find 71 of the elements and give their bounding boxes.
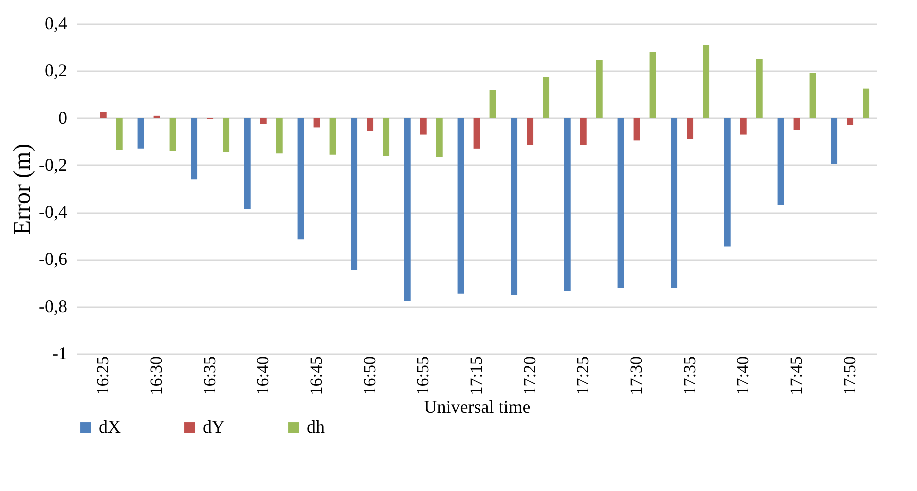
bar — [404, 118, 411, 301]
bar — [458, 118, 464, 294]
bar — [511, 118, 518, 296]
bar — [100, 112, 107, 118]
bar — [244, 118, 251, 210]
bar — [223, 118, 230, 152]
bar — [436, 118, 443, 158]
bar — [474, 118, 480, 149]
bar — [756, 59, 763, 118]
x-tick-label: 16:30 — [147, 356, 166, 396]
x-tick-label: 17:25 — [574, 356, 593, 396]
bar — [527, 118, 534, 146]
y-tick-label: 0,2 — [45, 60, 68, 81]
y-tick-label: 0 — [58, 108, 68, 128]
bar — [863, 88, 870, 118]
bar — [794, 118, 800, 130]
bar — [116, 118, 123, 150]
bar — [740, 118, 747, 135]
bar — [138, 118, 144, 149]
y-tick-label: -1 — [52, 344, 68, 364]
bar — [596, 60, 603, 118]
bar — [724, 118, 731, 247]
x-tick-label: 17:15 — [467, 356, 486, 396]
x-tick-label: 17:45 — [787, 356, 806, 396]
legend-label: dh — [307, 417, 325, 437]
y-tick-label: -0,8 — [39, 296, 68, 316]
y-tick-label: -0,6 — [39, 249, 68, 270]
bar — [687, 118, 694, 140]
x-tick-label: 17:35 — [680, 356, 700, 396]
x-tick-label: 16:55 — [414, 356, 433, 396]
y-tick-label: -0,4 — [39, 202, 68, 222]
bar — [831, 118, 838, 164]
x-tick-label: 16:25 — [94, 356, 113, 396]
bar — [260, 118, 267, 124]
bar — [650, 52, 656, 118]
bar — [170, 118, 176, 152]
bar — [671, 118, 678, 288]
legend-label: dX — [99, 417, 121, 437]
x-tick-label: 16:50 — [360, 356, 380, 396]
x-tick-label: 17:20 — [520, 356, 540, 396]
x-tick-label: 16:45 — [307, 356, 326, 396]
bar — [191, 118, 198, 180]
bar — [420, 118, 427, 135]
bar — [314, 118, 320, 128]
bar — [351, 118, 358, 270]
bar — [276, 118, 283, 154]
bar — [847, 118, 854, 126]
bar — [703, 45, 710, 118]
legend-label: dY — [203, 417, 225, 437]
bar — [543, 77, 550, 118]
y-tick-label: 0,4 — [45, 14, 68, 34]
bar — [634, 118, 640, 141]
x-tick-label: 16:35 — [200, 356, 220, 396]
x-tick-label: 16:40 — [254, 356, 273, 396]
y-tick-label: -0,2 — [39, 154, 68, 175]
x-tick-label: 17:50 — [840, 356, 860, 396]
bar — [383, 118, 390, 156]
bar — [564, 118, 571, 292]
bar — [154, 116, 160, 118]
x-tick-label: 17:40 — [734, 356, 753, 396]
bar — [490, 90, 496, 118]
bar — [618, 118, 624, 288]
y-axis-title: Error (m) — [10, 144, 36, 236]
bar — [810, 74, 816, 118]
bar — [778, 118, 784, 206]
bar — [580, 118, 587, 146]
bar — [298, 118, 304, 240]
bar — [367, 118, 374, 132]
x-tick-label: 17:30 — [627, 356, 646, 396]
x-axis-title: Universal time — [424, 397, 531, 418]
bar — [330, 118, 336, 155]
